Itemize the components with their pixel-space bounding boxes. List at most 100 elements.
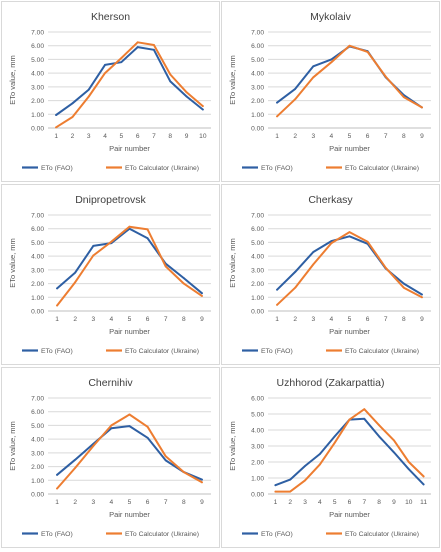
- data-point: [153, 44, 155, 46]
- legend-label: ETo Calculator (Ukraine): [125, 165, 199, 172]
- data-point: [304, 465, 306, 467]
- x-tick-label: 1: [55, 316, 59, 323]
- x-tick-label: 8: [182, 499, 186, 506]
- x-tick-label: 6: [146, 499, 150, 506]
- data-point: [294, 88, 297, 90]
- x-axis-label: Pair number: [329, 510, 370, 519]
- y-tick-label: 0.00: [251, 126, 264, 133]
- chart-title: Dnipropetrovsk: [75, 194, 146, 206]
- data-point: [348, 44, 351, 47]
- y-tick-label: 6.00: [251, 396, 264, 403]
- data-point: [333, 441, 336, 444]
- data-point: [92, 244, 95, 247]
- x-axis-label: Pair number: [329, 327, 370, 336]
- y-tick-label: 1.00: [251, 295, 264, 302]
- legend-label: ETo (FAO): [261, 348, 293, 355]
- data-point: [330, 61, 333, 64]
- x-tick-label: 9: [200, 316, 204, 323]
- y-tick-label: 6.00: [251, 43, 264, 50]
- x-tick-label: 4: [330, 133, 334, 140]
- data-point: [348, 231, 351, 234]
- line-chart: Uzhhorod (Zakarpattia) 0.00 1.00 2.00 3.00 4.…: [228, 377, 431, 538]
- data-point: [348, 418, 351, 421]
- data-point: [294, 271, 297, 273]
- data-point: [56, 473, 58, 476]
- legend-label: ETo Calculator (Ukraine): [345, 165, 419, 172]
- y-tick-label: 1.00: [251, 476, 264, 483]
- x-axis-label: Pair number: [109, 327, 150, 336]
- data-point: [276, 288, 278, 291]
- data-point: [407, 461, 410, 463]
- y-tick-label: 5.00: [31, 57, 44, 64]
- x-tick-label: 5: [128, 316, 132, 323]
- data-point: [330, 242, 333, 245]
- x-tick-label: 10: [199, 133, 207, 140]
- chart-title: Chernihiv: [88, 377, 133, 389]
- data-point: [421, 293, 423, 296]
- x-tick-label: 3: [91, 499, 95, 506]
- data-point: [274, 484, 277, 487]
- data-point: [274, 490, 277, 493]
- data-point: [55, 114, 58, 116]
- y-tick-label: 3.00: [251, 84, 264, 91]
- data-point: [363, 417, 366, 420]
- x-tick-label: 7: [384, 316, 388, 323]
- y-tick-label: 0.00: [251, 309, 264, 316]
- y-tick-label: 3.00: [251, 444, 264, 451]
- series-line: [55, 41, 204, 129]
- y-tick-label: 3.00: [251, 267, 264, 274]
- x-tick-label: 3: [87, 133, 91, 140]
- legend-label: ETo Calculator (Ukraine): [345, 348, 419, 355]
- x-tick-label: 2: [73, 499, 77, 506]
- y-tick-label: 7.00: [31, 396, 44, 403]
- data-point: [120, 61, 123, 64]
- line-chart: Cherkasy 0.00 1.00 2.00 3.00 4.00 5.00 6.00 7.00…: [228, 194, 431, 355]
- data-point: [289, 478, 292, 481]
- data-point: [92, 254, 95, 257]
- y-tick-label: 4.00: [251, 71, 264, 78]
- x-tick-label: 4: [330, 316, 334, 323]
- y-tick-label: 0.00: [251, 492, 264, 499]
- data-point: [110, 424, 113, 427]
- data-point: [74, 271, 77, 274]
- legend-label: ETo (FAO): [41, 531, 73, 538]
- x-tick-label: 6: [136, 133, 140, 140]
- y-axis-label: ETo value, mm: [228, 55, 237, 105]
- y-tick-label: 2.00: [31, 281, 44, 288]
- x-axis-label: Pair number: [329, 144, 370, 153]
- data-point: [276, 101, 278, 104]
- chart-panel: Dnipropetrovsk 0.00 1.00 2.00 3.00 4.00 5.00 6.…: [1, 184, 220, 365]
- data-point: [294, 286, 297, 289]
- y-axis-label: ETo value, mm: [8, 238, 17, 288]
- x-tick-label: 10: [405, 499, 413, 506]
- x-tick-label: 6: [366, 316, 370, 323]
- data-point: [276, 115, 278, 118]
- data-point: [136, 46, 139, 48]
- data-point: [169, 73, 172, 76]
- x-tick-label: 2: [288, 499, 292, 506]
- x-tick-label: 11: [420, 499, 427, 506]
- y-tick-label: 4.00: [31, 254, 44, 261]
- data-point: [92, 445, 95, 447]
- data-point: [312, 251, 315, 253]
- y-tick-label: 0.00: [31, 492, 44, 499]
- y-tick-label: 1.00: [31, 295, 44, 302]
- x-tick-label: 2: [73, 316, 77, 323]
- y-tick-label: 7.00: [31, 213, 44, 220]
- x-tick-label: 3: [91, 316, 95, 323]
- data-point: [136, 41, 139, 44]
- data-point: [407, 468, 410, 471]
- data-point: [55, 126, 58, 129]
- data-point: [74, 467, 77, 469]
- data-point: [104, 72, 106, 75]
- data-point: [164, 455, 167, 458]
- x-tick-label: 7: [384, 133, 388, 140]
- data-point: [421, 106, 423, 109]
- y-tick-label: 6.00: [31, 43, 44, 50]
- legend-label: ETo Calculator (Ukraine): [125, 348, 199, 355]
- x-tick-label: 8: [377, 499, 381, 506]
- x-tick-label: 2: [293, 316, 297, 323]
- x-tick-label: 7: [164, 499, 168, 506]
- x-tick-label: 1: [54, 133, 58, 140]
- data-point: [201, 105, 204, 107]
